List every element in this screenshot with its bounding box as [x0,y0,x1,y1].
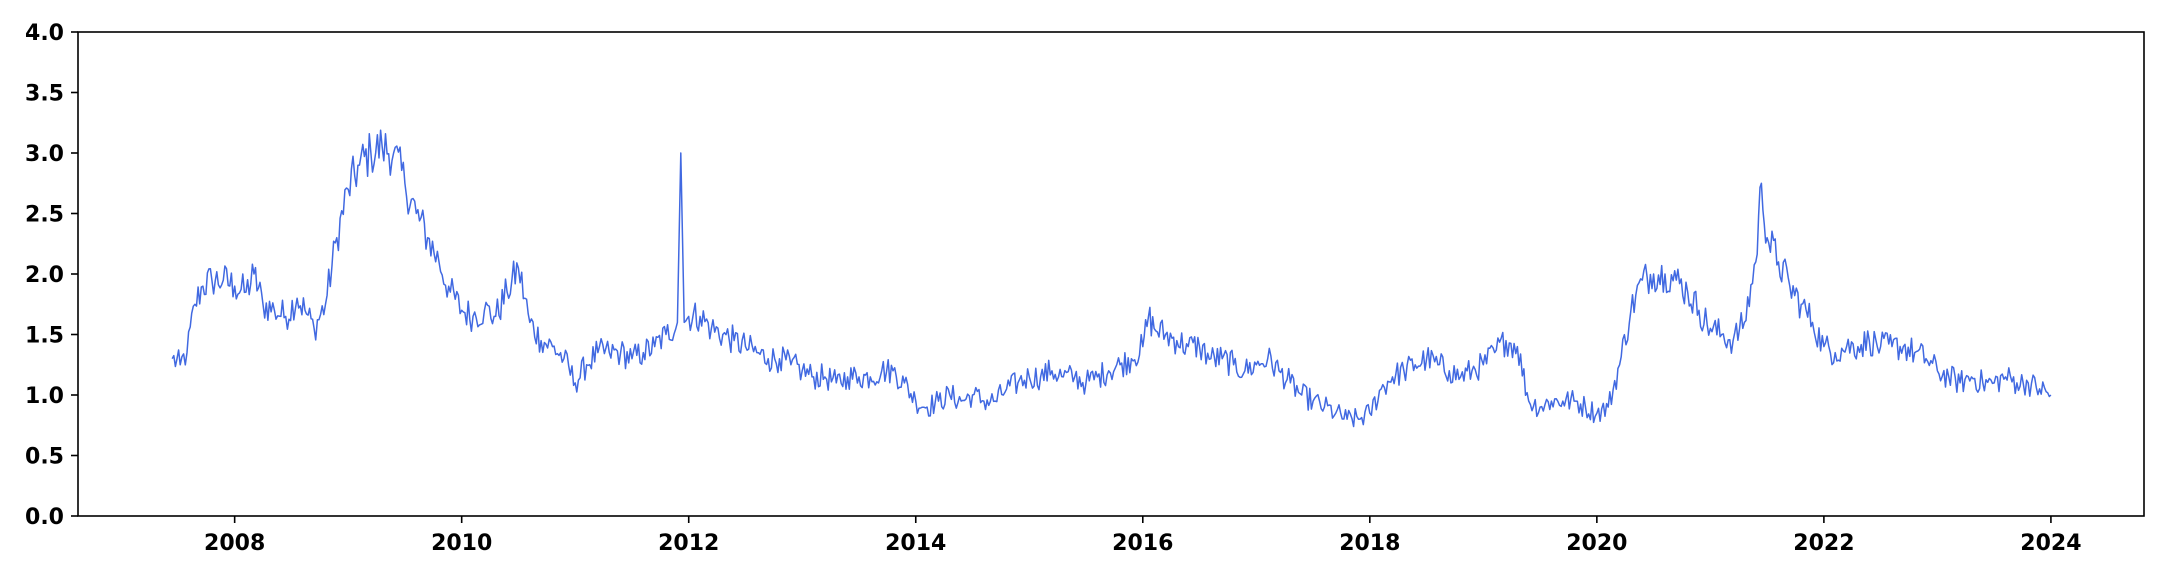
x-tick-label: 2010 [431,531,492,556]
y-tick-label: 3.5 [25,82,64,107]
x-tick-label: 2014 [885,531,946,556]
x-tick-label: 2012 [658,531,719,556]
y-tick-label: 4.0 [25,21,64,46]
x-tick-label: 2020 [1566,531,1627,556]
x-tick-label: 2016 [1112,531,1173,556]
y-axis: 0.0 0.5 1.0 1.5 2.0 2.5 3.0 3.5 4.0 [25,21,78,530]
y-tick-label: 1.5 [25,324,64,349]
series-layer [171,129,2052,428]
plot-frame [77,31,2145,517]
series-line-0 [171,129,2052,428]
x-axis: 2008 2010 2012 2014 2016 2018 2020 2022 2024 [204,516,2082,556]
y-tick-label: 2.0 [25,263,64,288]
y-tick-label: 3.0 [25,142,64,167]
y-tick-label: 0.5 [25,445,64,470]
y-tick-label: 1.0 [25,384,64,409]
x-tick-label: 2008 [204,531,265,556]
x-tick-label: 2022 [1793,531,1854,556]
y-tick-label: 2.5 [25,203,64,228]
y-tick-label: 0.0 [25,505,64,530]
x-tick-label: 2018 [1339,531,1400,556]
x-tick-label: 2024 [2020,531,2081,556]
